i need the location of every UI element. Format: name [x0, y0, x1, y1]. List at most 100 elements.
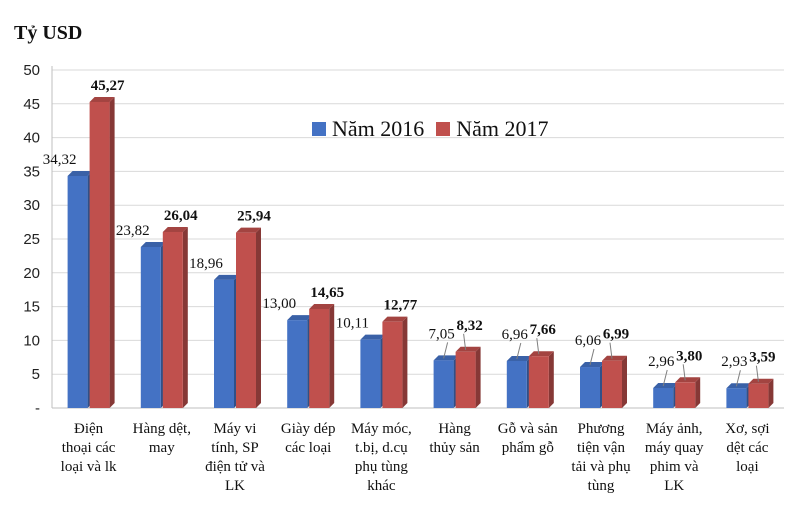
leader-line	[536, 338, 540, 355]
legend-label-2017: Năm 2017	[456, 116, 549, 141]
bar-2016	[726, 388, 747, 408]
y-tick-label: 20	[23, 265, 40, 282]
bar-2017	[455, 351, 476, 408]
x-category-label-line: tính, SP	[211, 440, 259, 456]
bar-2016	[506, 360, 527, 408]
y-axis-unit-label: Tỷ USD	[14, 22, 83, 44]
bar-2016	[287, 320, 308, 408]
legend-label-2016: Năm 2016	[332, 116, 425, 141]
bar-2017	[236, 232, 256, 408]
leader-line	[609, 342, 613, 359]
bar-2016	[580, 367, 600, 408]
x-category-label-line: điện tử và	[205, 459, 265, 475]
bar-top	[528, 351, 554, 357]
bar-2017	[748, 383, 769, 408]
x-category-label-line: thoại các	[61, 440, 116, 456]
y-tick-label: -	[35, 400, 40, 417]
bar-2017	[675, 382, 696, 408]
bar-top	[287, 315, 313, 321]
data-label-2017: 7,66	[530, 322, 557, 338]
bar-top	[309, 303, 335, 309]
bar-2017	[602, 360, 622, 408]
x-category-label-line: Máy vi	[213, 421, 257, 437]
data-label-2017: 8,32	[456, 318, 482, 334]
bar-2016	[67, 175, 88, 408]
x-category-label-line: thủy sản	[429, 440, 480, 456]
x-category-label-line: phẩm gỗ	[501, 440, 554, 456]
x-category-label: Hàng thủy sản	[407, 420, 503, 458]
leader-line	[755, 365, 759, 382]
bar-side	[109, 96, 115, 409]
bar-2017	[89, 101, 110, 409]
bar-2016	[433, 360, 454, 408]
bar-2016	[140, 246, 161, 408]
leader-line	[589, 348, 595, 366]
x-category-label-line: t.bị, d.cụ	[355, 440, 408, 456]
bar-side	[548, 351, 554, 408]
data-label-2016: 6,06	[575, 333, 602, 349]
leader-line	[735, 370, 741, 387]
y-tick-label: 35	[23, 163, 40, 180]
bar-top	[89, 96, 115, 102]
x-category-label-line: tiện vận	[577, 440, 625, 456]
data-label-2016: 18,96	[189, 256, 223, 272]
bar-side	[475, 346, 481, 408]
leader-line	[443, 342, 449, 359]
x-category-label-line: tùng	[587, 478, 615, 494]
bar-2017	[382, 321, 403, 408]
bar-top	[726, 383, 752, 389]
leader-line	[682, 364, 686, 381]
data-label-2016: 7,05	[428, 326, 454, 342]
x-category-label-line: Máy ảnh,	[645, 421, 703, 437]
y-tick-label: 40	[23, 130, 40, 147]
legend-item-2017: Năm 2017	[436, 116, 549, 142]
bar-2016	[214, 279, 234, 408]
bar-2017	[528, 356, 549, 408]
x-category-label-line: loại và lk	[60, 459, 117, 475]
x-category-label-line: Giày dép	[280, 421, 336, 437]
x-category-label-line: phụ tùng	[354, 459, 408, 475]
x-category-label: Gỗ và sản phẩm gỗ	[480, 420, 576, 458]
y-tick-label: 10	[23, 332, 40, 349]
x-category-label: Hàng dệt, may	[114, 420, 210, 458]
x-category-label-line: Hàng dệt,	[132, 421, 191, 437]
x-category-label-line: dệt các	[726, 440, 769, 456]
x-category-label-line: các loại	[285, 440, 332, 456]
data-label-2016: 34,32	[43, 152, 77, 168]
y-tick-label: 5	[32, 366, 40, 383]
data-label-2016: 23,82	[116, 223, 150, 239]
x-category-label-line: Xơ, sợi	[725, 421, 770, 437]
y-tick-label: 25	[23, 231, 40, 248]
data-label-2017: 3,80	[676, 348, 702, 364]
x-category-label-line: Máy móc,	[350, 421, 412, 437]
leader-line	[662, 369, 668, 387]
x-category-label: Phương tiện vận tải và phụ tùng	[553, 420, 649, 496]
x-category-label-line: Hàng	[438, 421, 471, 437]
x-category-label-line: Phương	[577, 421, 625, 437]
bar-top	[214, 274, 239, 280]
y-tick-label: 30	[23, 197, 40, 214]
bar-side	[256, 227, 261, 408]
x-category-label: Điện thoại các loại và lk	[41, 420, 137, 477]
bar-top	[653, 382, 679, 388]
bar-side	[695, 377, 701, 408]
bar-top	[382, 316, 408, 322]
x-category-label: Máy ảnh, máy quay phim và LK	[626, 420, 722, 496]
bar-top	[360, 334, 386, 340]
bar-top	[748, 378, 774, 384]
x-category-label: Xơ, sợi dệt các loại	[699, 420, 795, 477]
legend-item-2016: Năm 2016	[312, 116, 424, 142]
data-label-2017: 3,59	[749, 350, 775, 366]
leader-line	[463, 333, 467, 350]
y-tick-label: 15	[23, 299, 40, 316]
bar-top	[580, 362, 605, 368]
data-label-2016: 13,00	[262, 296, 296, 312]
data-label-2016: 2,96	[648, 354, 675, 370]
y-tick-label: 50	[23, 62, 40, 79]
x-category-label-line: phim và	[649, 459, 699, 475]
legend-swatch-2017	[436, 122, 451, 136]
bar-2017	[309, 308, 330, 408]
x-category-label: Máy móc, t.bị, d.cụ phụ tùng khác	[333, 420, 429, 496]
bar-2016	[653, 387, 674, 408]
bar-top	[433, 355, 459, 361]
